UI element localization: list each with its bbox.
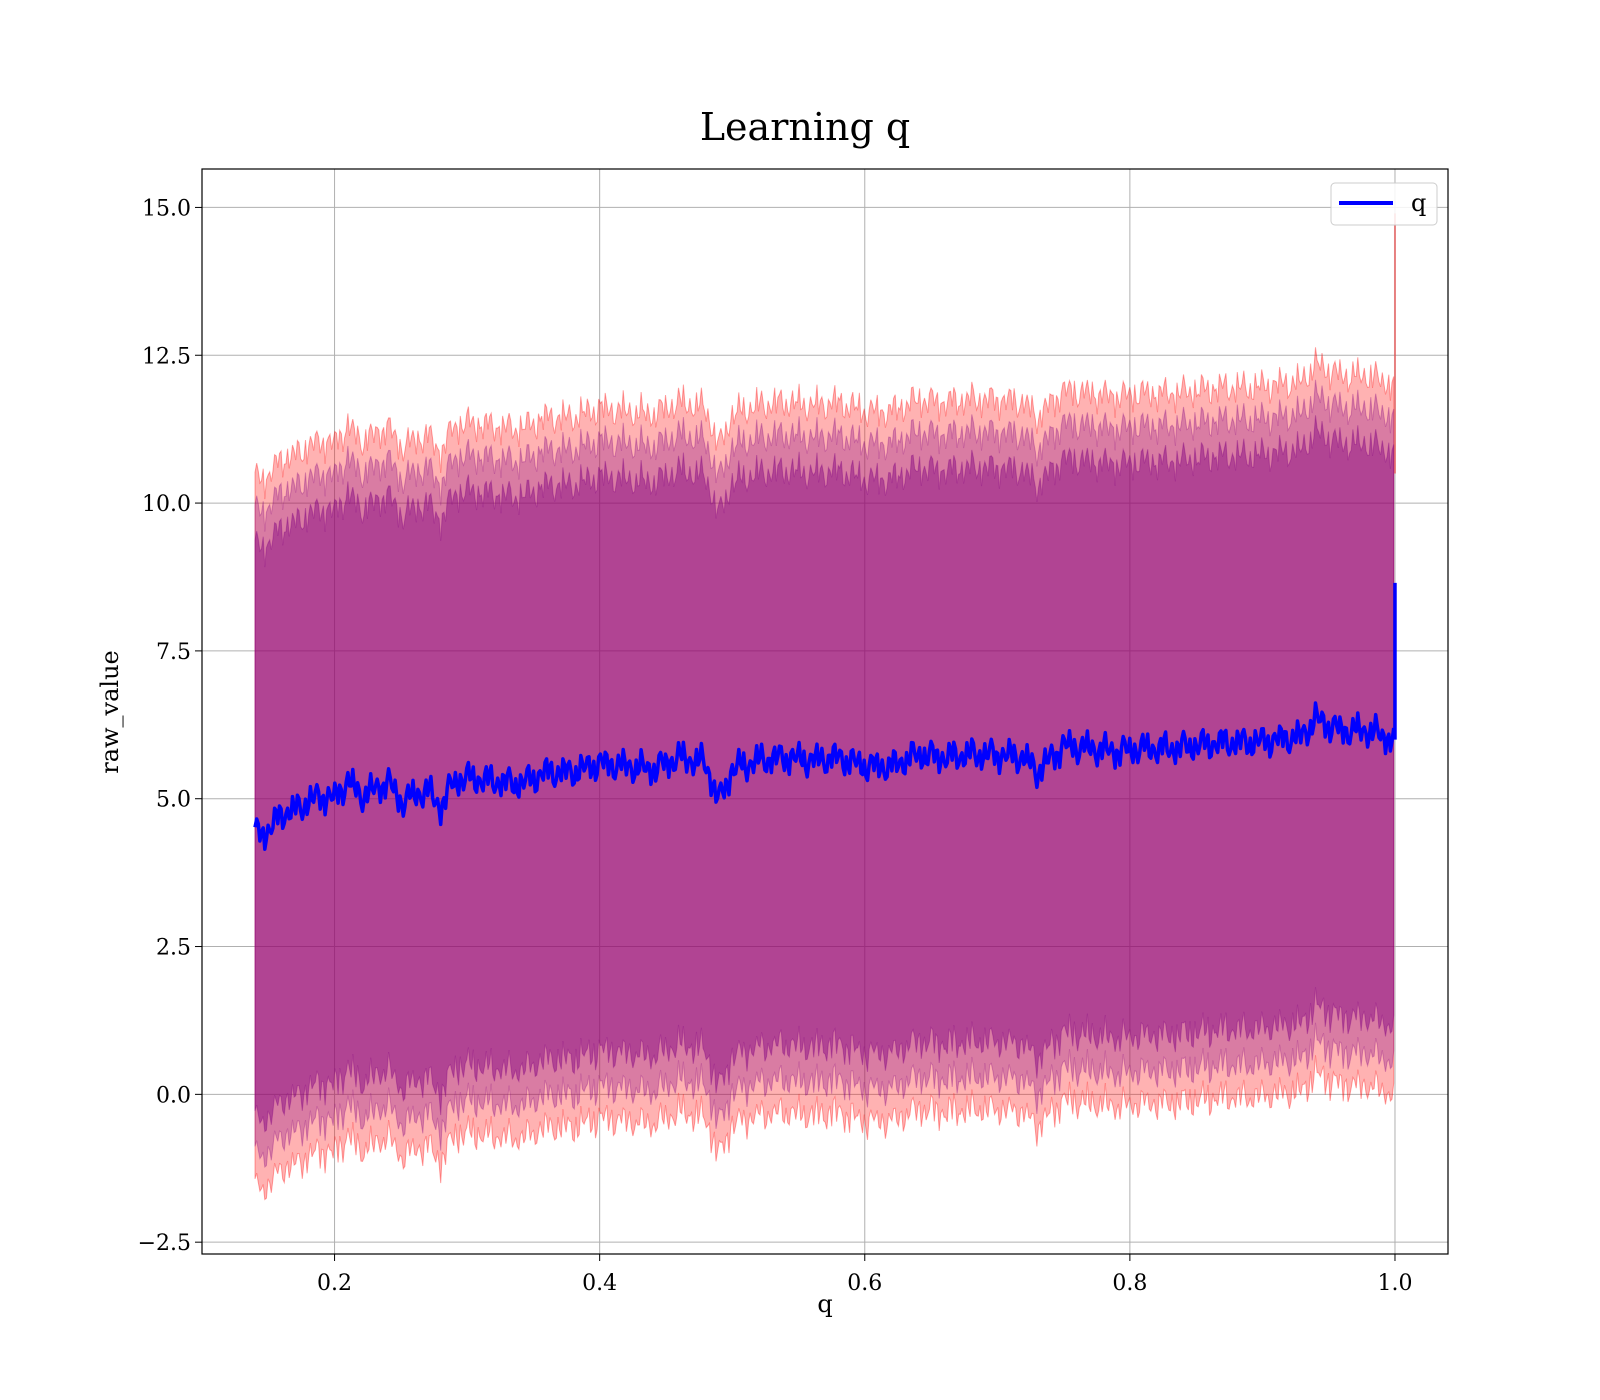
y-tick-label-5: 10.0 xyxy=(142,492,191,517)
x-tick-label-0: 0.2 xyxy=(317,1271,352,1296)
x-tick-label-2: 0.6 xyxy=(847,1271,882,1296)
y-tick-label-7: 15.0 xyxy=(142,196,191,221)
mean-line-layer xyxy=(253,582,1397,851)
legend: q xyxy=(1330,182,1438,226)
chart-title: Learning q xyxy=(700,105,910,149)
plot-frame xyxy=(201,168,1449,1255)
x-axis-ticks: 0.2 0.4 0.6 0.8 1.0 xyxy=(317,1254,1412,1296)
x-axis-label: q xyxy=(817,1290,832,1318)
x-tick-label-4: 1.0 xyxy=(1377,1271,1412,1296)
y-axis-label: raw_value xyxy=(96,650,124,774)
series-line-q xyxy=(253,701,1396,851)
legend-label-q: q xyxy=(1411,189,1426,217)
y-tick-label-0: −2.5 xyxy=(138,1231,191,1256)
y-axis-ticks: −2.5 0.0 2.5 5.0 7.5 10.0 12.5 15.0 xyxy=(138,196,202,1256)
y-tick-label-1: 0.0 xyxy=(156,1083,191,1108)
y-tick-label-4: 7.5 xyxy=(156,640,191,665)
x-tick-label-3: 0.8 xyxy=(1112,1271,1147,1296)
x-tick-label-1: 0.4 xyxy=(582,1271,617,1296)
y-tick-label-3: 5.0 xyxy=(156,788,191,813)
y-tick-label-2: 2.5 xyxy=(156,936,191,961)
y-tick-label-6: 12.5 xyxy=(142,344,191,369)
uncertainty-bands xyxy=(254,213,1396,1201)
